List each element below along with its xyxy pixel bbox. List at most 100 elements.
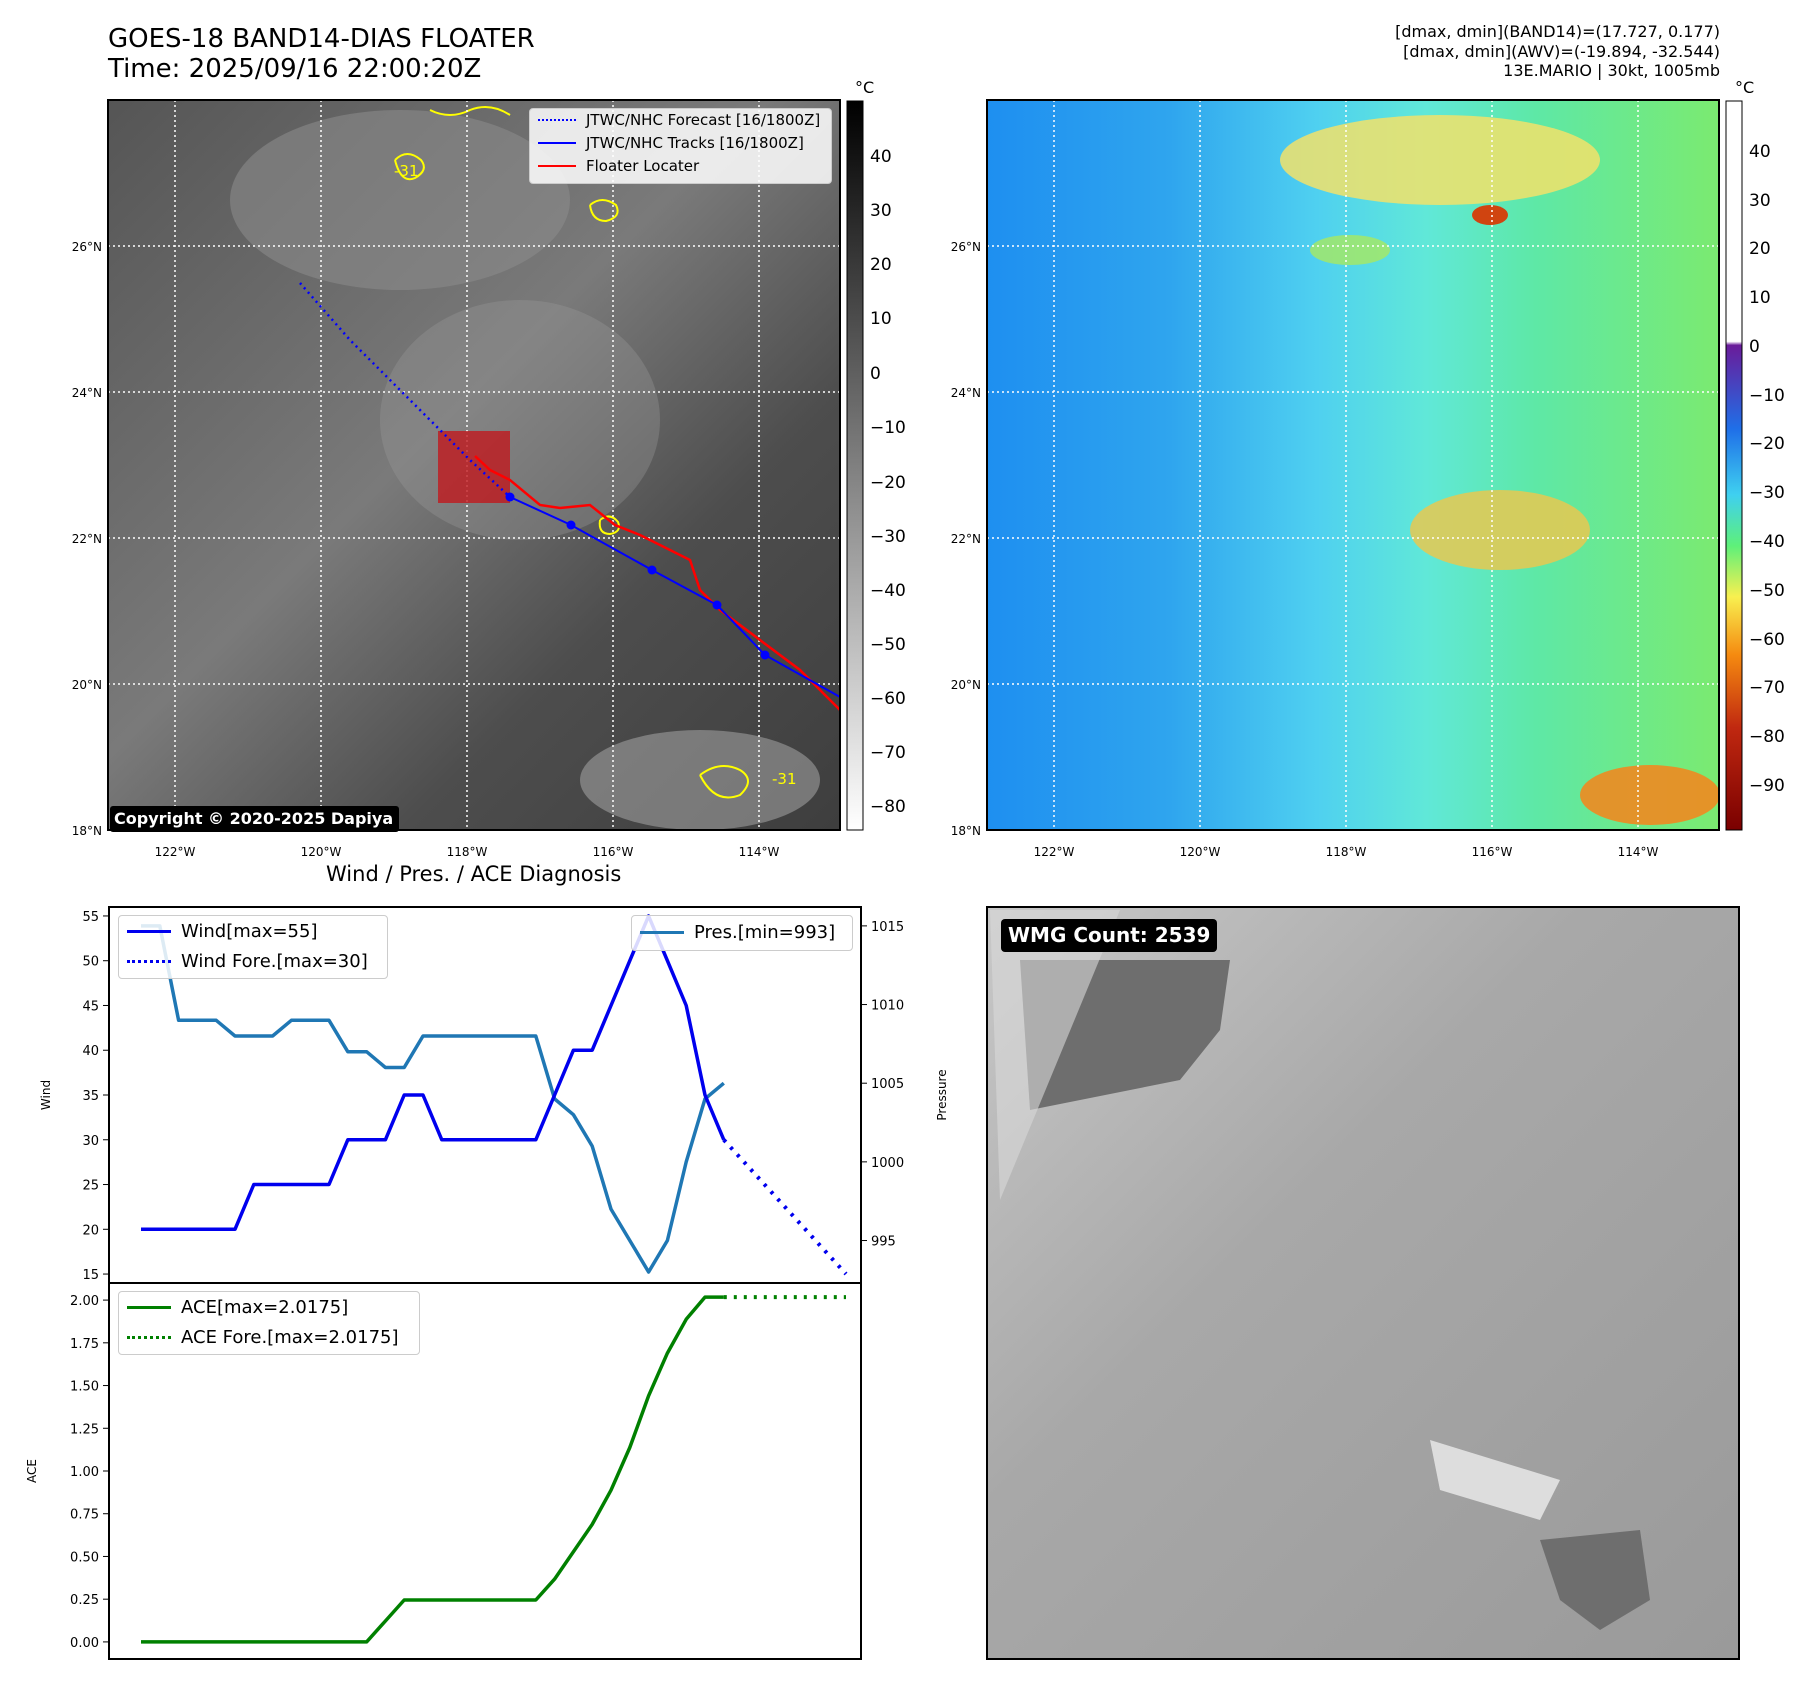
lon-label: 120°W: [1180, 845, 1221, 859]
cbar-tick: 30: [1749, 191, 1771, 211]
wind-series-line: [141, 914, 726, 1232]
wv-colorbar: [1725, 100, 1743, 831]
wv-colorbar-unit: °C: [1735, 78, 1754, 97]
cbar-tick: −70: [870, 743, 906, 763]
pressure-legend: Pres.[min=993]: [631, 915, 853, 951]
legend-label: Pres.[min=993]: [694, 921, 836, 943]
wind-tick-label: 35: [82, 1089, 99, 1104]
legend-swatch: [640, 930, 684, 934]
title-line-2: Time: 2025/09/16 22:00:20Z: [108, 54, 482, 84]
legend-swatch: [127, 1305, 171, 1309]
cbar-tick: −90: [1749, 776, 1785, 796]
cbar-tick: 40: [1749, 142, 1771, 162]
cbar-tick: −20: [1749, 434, 1785, 454]
legend-label: JTWC/NHC Forecast [16/1800Z]: [586, 111, 821, 129]
legend-label: Floater Locater: [586, 157, 700, 175]
cbar-tick: −10: [870, 418, 906, 438]
legend-swatch: [127, 1335, 171, 1339]
cbar-tick: −10: [1749, 386, 1785, 406]
cold-contour: [598, 515, 620, 536]
ace-tick-label: 0.25: [70, 1593, 99, 1608]
diagnosis-title: Wind / Pres. / ACE Diagnosis: [326, 862, 622, 886]
contour-label: -31: [772, 770, 797, 788]
legend-wind-fore: Wind Fore.[max=30]: [119, 946, 387, 976]
ace-tick-label: 0.50: [70, 1550, 99, 1565]
wind-tick-label: 20: [82, 1223, 99, 1238]
legend-label: Wind[max=55]: [181, 920, 318, 942]
ace-axis-label: ACE: [25, 1459, 39, 1483]
wind-tick-label: 55: [82, 910, 99, 925]
cbar-tick: 20: [870, 255, 892, 275]
figure-title: GOES-18 BAND14-DIAS FLOATER Time: 2025/09…: [108, 24, 535, 84]
lat-label: 20°N: [72, 678, 102, 692]
pressure-tick-label: 1010: [871, 999, 904, 1014]
floater-box: [438, 431, 510, 503]
wind-tick-label: 15: [82, 1268, 99, 1283]
pressure-tick-label: 1015: [871, 920, 904, 935]
legend-swatch: [127, 929, 171, 933]
lat-label: 26°N: [951, 240, 981, 254]
legend-label: ACE[max=2.0175]: [181, 1296, 349, 1318]
forecast-track: [299, 282, 511, 498]
observed-track: [509, 496, 841, 698]
awv-range: [dmax, dmin](AWV)=(-19.894, -32.544): [1403, 41, 1720, 61]
cbar-tick: −50: [870, 635, 906, 655]
contour-label: -31: [394, 162, 419, 180]
legend-pres: Pres.[min=993]: [632, 916, 852, 948]
lon-label: 118°W: [1326, 845, 1367, 859]
cbar-tick: −80: [1749, 727, 1785, 747]
wind-axis-label: Wind: [39, 1080, 53, 1110]
track-points: [505, 492, 770, 660]
legend-swatch: [538, 142, 576, 144]
ir-colorbar-unit: °C: [855, 78, 874, 97]
ir-legend: JTWC/NHC Forecast [16/1800Z] JTWC/NHC Tr…: [529, 108, 832, 184]
lon-label: 114°W: [739, 845, 780, 859]
legend-label: ACE Fore.[max=2.0175]: [181, 1326, 399, 1348]
cbar-tick: −60: [1749, 630, 1785, 650]
copyright-label: Copyright © 2020-2025 Dapiya: [110, 806, 400, 832]
wmg-count-label: WMG Count: 2539: [1001, 919, 1218, 952]
pressure-series-line: [141, 924, 725, 1274]
lon-label: 114°W: [1618, 845, 1659, 859]
cbar-tick: 30: [870, 201, 892, 221]
legend-tracks: JTWC/NHC Tracks [16/1800Z]: [530, 131, 831, 155]
ace-tick-label: 1.25: [70, 1422, 99, 1437]
ir-colorbar-ticks: 40 30 20 10 0 −10 −20 −30 −40 −50 −60 −7…: [870, 147, 906, 817]
pressure-axis-label: Pressure: [935, 1069, 949, 1120]
floater-locater-track: [474, 455, 841, 711]
legend-swatch: [538, 119, 576, 121]
pressure-tick-label: 1005: [871, 1077, 904, 1092]
lat-label: 18°N: [951, 824, 981, 838]
legend-label: JTWC/NHC Tracks [16/1800Z]: [586, 134, 804, 152]
wind-tick-label: 45: [82, 999, 99, 1014]
cold-contour: [699, 765, 749, 799]
wind-tick-label: 40: [82, 1044, 99, 1059]
legend-ace: ACE[max=2.0175]: [119, 1292, 419, 1322]
wv-gridlines: [987, 100, 1719, 830]
lon-label: 118°W: [447, 845, 488, 859]
cbar-tick: −30: [1749, 483, 1785, 503]
cbar-tick: 0: [1749, 337, 1760, 357]
wv-image: [987, 100, 1719, 830]
cbar-tick: 40: [870, 147, 892, 167]
wind-forecast-line: [722, 1138, 848, 1276]
lat-label: 24°N: [951, 386, 981, 400]
cbar-tick: 0: [870, 364, 881, 384]
legend-label: Wind Fore.[max=30]: [181, 950, 368, 972]
storm-status: 13E.MARIO | 30kt, 1005mb: [1503, 61, 1720, 80]
storm-info: [dmax, dmin](BAND14)=(17.727, 0.177) [dm…: [1395, 22, 1720, 81]
lat-label: 20°N: [951, 678, 981, 692]
lat-label: 18°N: [72, 824, 102, 838]
ace-series-line: [141, 1295, 724, 1644]
wv-map-frame: [986, 99, 1720, 831]
lat-label: 22°N: [951, 532, 981, 546]
pressure-tick-label: 995: [871, 1235, 896, 1250]
title-line-1: GOES-18 BAND14-DIAS FLOATER: [108, 24, 535, 54]
legend-swatch: [127, 959, 171, 963]
lat-label: 24°N: [72, 386, 102, 400]
legend-ace-fore: ACE Fore.[max=2.0175]: [119, 1322, 419, 1352]
ir-map-frame: [107, 99, 841, 831]
lat-label: 26°N: [72, 240, 102, 254]
